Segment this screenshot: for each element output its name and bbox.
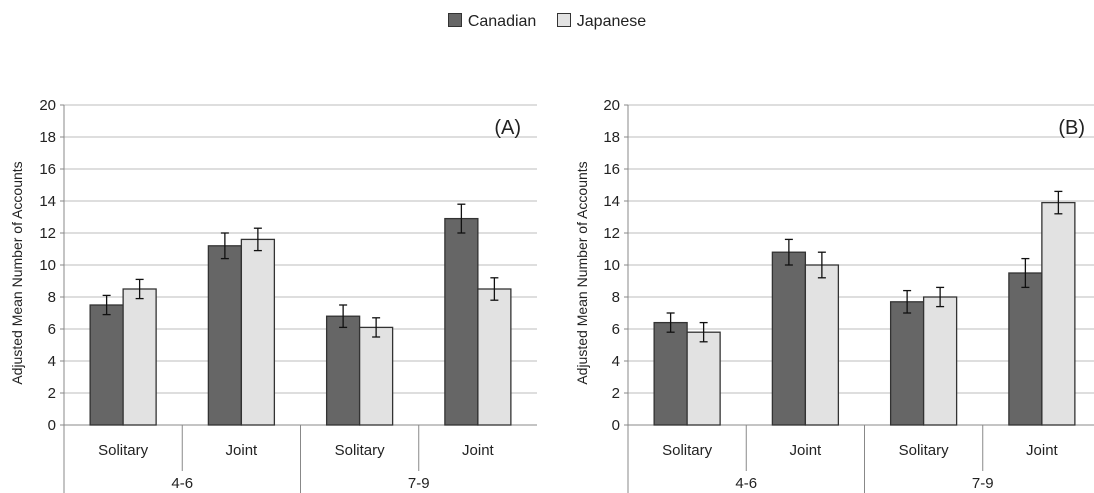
legend-swatch-japanese	[556, 13, 571, 27]
bar-a-japanese-1	[240, 238, 276, 426]
y-tick-label-a-10: 10	[39, 257, 56, 274]
bar-a-japanese-2	[358, 326, 394, 426]
legend-item-japanese: Japanese	[556, 13, 647, 31]
x-group-label-b-0: 4-6	[735, 475, 757, 492]
bar-a-canadian-1	[207, 245, 243, 426]
y-tick-label-b-0: 0	[612, 417, 620, 434]
y-tick-label-a-12: 12	[39, 225, 56, 242]
y-tick-label-b-10: 10	[603, 257, 620, 274]
y-tick-label-a-16: 16	[39, 161, 56, 178]
y-tick-label-a-20: 20	[39, 97, 56, 114]
bar-a-canadian-0	[89, 304, 124, 426]
y-tick-label-a-4: 4	[48, 353, 56, 370]
x-category-label-b-1: Joint	[790, 442, 823, 459]
y-tick-label-a-8: 8	[48, 289, 56, 306]
y-tick-label-a-2: 2	[48, 385, 56, 402]
y-tick-label-b-8: 8	[612, 289, 620, 306]
y-tick-label-a-6: 6	[48, 321, 56, 338]
y-tick-label-b-14: 14	[603, 193, 620, 210]
bar-a-canadian-2	[325, 315, 361, 426]
chart-legend: Canadian Japanese	[0, 13, 1094, 31]
x-category-label-b-0: Solitary	[662, 442, 713, 459]
bar-b-canadian-0	[653, 321, 688, 426]
bar-a-canadian-3	[444, 217, 479, 426]
y-axis-title-a: Adjusted Mean Number of Accounts	[9, 161, 25, 384]
bar-b-japanese-0	[686, 331, 721, 426]
legend-label-japanese: Japanese	[576, 13, 647, 30]
x-category-label-a-0: Solitary	[98, 442, 149, 459]
x-category-label-b-3: Joint	[1026, 442, 1059, 459]
y-tick-label-b-12: 12	[603, 225, 620, 242]
bar-b-canadian-2	[889, 301, 925, 426]
x-category-label-a-1: Joint	[226, 442, 259, 459]
y-axis-title-b: Adjusted Mean Number of Accounts	[574, 161, 590, 384]
x-category-label-b-2: Solitary	[899, 442, 950, 459]
bar-b-japanese-3	[1041, 201, 1076, 426]
bar-b-japanese-2	[922, 296, 958, 426]
x-group-label-b-1: 7-9	[972, 475, 994, 492]
y-tick-label-b-2: 2	[612, 385, 620, 402]
x-category-label-a-2: Solitary	[335, 442, 386, 459]
legend-swatch-canadian	[447, 13, 462, 27]
bar-b-canadian-3	[1008, 272, 1043, 426]
legend-item-canadian: Canadian	[447, 13, 537, 31]
panel-label-a: (A)	[494, 117, 521, 139]
bar-b-japanese-1	[804, 264, 840, 426]
y-tick-label-b-6: 6	[612, 321, 620, 338]
y-tick-label-a-14: 14	[39, 193, 56, 210]
y-tick-label-a-18: 18	[39, 129, 56, 146]
y-tick-label-b-16: 16	[603, 161, 620, 178]
legend-label-canadian: Canadian	[467, 13, 537, 30]
y-tick-label-b-4: 4	[612, 353, 620, 370]
y-tick-label-b-18: 18	[603, 129, 620, 146]
y-tick-label-a-0: 0	[48, 417, 56, 434]
x-group-label-a-1: 7-9	[408, 475, 430, 492]
x-group-label-a-0: 4-6	[171, 475, 193, 492]
bar-a-japanese-3	[477, 288, 512, 426]
panel-label-b: (B)	[1058, 117, 1085, 139]
x-category-label-a-3: Joint	[462, 442, 495, 459]
y-tick-label-b-20: 20	[603, 97, 620, 114]
bar-a-japanese-0	[122, 288, 157, 426]
bar-b-canadian-1	[771, 251, 807, 426]
